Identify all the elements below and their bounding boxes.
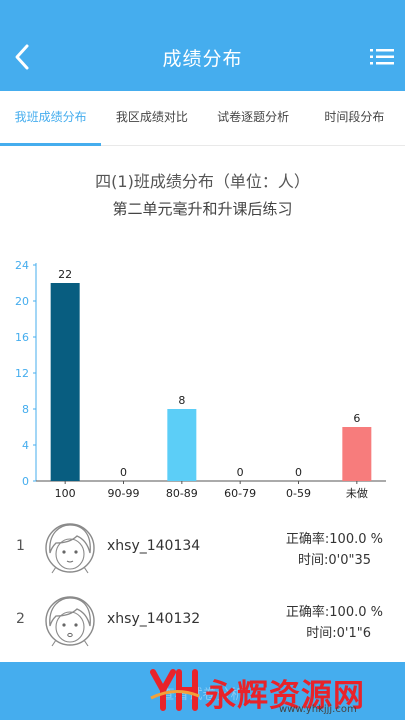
- chart-title: 四(1)班成绩分布（单位：人）: [95, 172, 310, 191]
- score-distribution-chart: 0 4 8 12 16 20 24 22 100 0 90-99 8 80-89 0 60-79 0 0-59 6…: [15, 259, 386, 500]
- tab-question-analysis[interactable]: 试卷逐题分析: [217, 110, 290, 124]
- bar-value-label: 0: [120, 466, 127, 479]
- chevron-left-icon: [15, 44, 29, 70]
- watermark-title: 永辉资源网: [205, 678, 365, 714]
- x-tick-label: 0-59: [286, 487, 311, 500]
- back-button[interactable]: [6, 40, 38, 74]
- student-avatar-icon: [45, 523, 95, 574]
- y-tick-label: 16: [15, 331, 29, 344]
- tab-district-comparison[interactable]: 我区成绩对比: [115, 110, 188, 124]
- bar: [342, 427, 372, 481]
- x-tick-label: 80-89: [166, 487, 198, 500]
- tab-class-distribution[interactable]: 我班成绩分布: [0, 91, 102, 146]
- y-tick-label: 20: [15, 295, 29, 308]
- student-row[interactable]: 1 xhsy_140134 正确率:100.0 % 时间:0'0"35: [0, 513, 405, 583]
- tab-time-distribution[interactable]: 时间段分布: [324, 110, 385, 124]
- x-tick-label: 未做: [346, 486, 368, 500]
- tab-bar: 我班成绩分布 我区成绩对比 试卷逐题分析 时间段分布: [0, 91, 405, 146]
- x-tick-label: 60-79: [224, 487, 256, 500]
- student-row[interactable]: 2 xhsy_140132 正确率:100.0 % 时间:0'1"6: [0, 586, 405, 656]
- y-tick-label: 0: [22, 475, 29, 488]
- y-tick-label: 24: [15, 259, 29, 272]
- bar-value-label: 6: [353, 412, 360, 425]
- rank-number: 2: [16, 611, 25, 627]
- accuracy-text: 正确率:100.0 %: [285, 605, 383, 620]
- watermark-url: www.yhkjjj.com: [279, 704, 357, 715]
- bar: [50, 283, 80, 481]
- x-tick-label: 100: [55, 487, 76, 500]
- bar-value-label: 22: [58, 268, 72, 281]
- y-tick-label: 12: [15, 367, 29, 380]
- time-text: 时间:0'0"35: [297, 553, 371, 568]
- list-icon: [370, 49, 394, 65]
- bar-value-label: 8: [178, 394, 185, 407]
- page-title: 成绩分布: [162, 48, 243, 70]
- rank-number: 1: [16, 538, 25, 554]
- view-analysis-button[interactable]: 查看试卷分析: [0, 662, 405, 720]
- bar-value-label: 0: [237, 466, 244, 479]
- watermark: 永辉资源网 www.yhkjjj.com: [149, 666, 399, 718]
- bar: [167, 409, 197, 481]
- student-avatar-icon: [45, 596, 95, 647]
- chart-subtitle: 第二单元毫升和升课后练习: [112, 200, 293, 218]
- bar-value-label: 0: [295, 466, 302, 479]
- header-bar: 成绩分布: [0, 0, 405, 91]
- y-tick-label: 4: [22, 439, 29, 452]
- student-name: xhsy_140132: [107, 611, 201, 627]
- watermark-logo-icon: [150, 669, 200, 711]
- time-text: 时间:0'1"6: [306, 626, 371, 641]
- student-name: xhsy_140134: [107, 538, 201, 554]
- x-tick-label: 90-99: [108, 487, 140, 500]
- menu-button[interactable]: [367, 42, 397, 72]
- y-tick-label: 8: [22, 403, 29, 416]
- accuracy-text: 正确率:100.0 %: [285, 532, 383, 547]
